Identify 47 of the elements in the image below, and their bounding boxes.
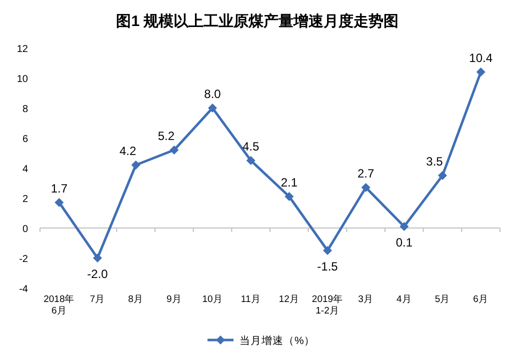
point xyxy=(438,171,447,180)
x-tick-label: 9月 xyxy=(166,294,182,305)
point xyxy=(323,246,332,255)
point xyxy=(361,183,370,192)
x-tick-label: 5月 xyxy=(434,294,450,305)
y-tick-label: -4 xyxy=(19,284,28,295)
data-label: 0.1 xyxy=(396,236,413,250)
data-label: 8.0 xyxy=(204,87,222,101)
point xyxy=(170,146,179,154)
point xyxy=(284,192,294,201)
x-tick-label: 2018年 6月 xyxy=(44,293,75,316)
data-label: 10.4 xyxy=(469,51,493,65)
x-tick-label: 11月 xyxy=(240,294,261,305)
data-label: 3.5 xyxy=(426,154,444,168)
x-tick-label: 10月 xyxy=(202,294,223,305)
y-tick-label: 12 xyxy=(16,44,28,55)
data-label: 4.2 xyxy=(119,144,136,158)
point xyxy=(208,104,217,112)
chart-title: 图1 规模以上工业原煤产量增速月度走势图 xyxy=(116,12,399,30)
x-tick-label: 7月 xyxy=(90,294,106,305)
x-tick-label: 12月 xyxy=(278,294,300,305)
x-tick-label: 2019年 1-2月 xyxy=(312,293,344,316)
x-tick-label: 8月 xyxy=(128,294,144,305)
point xyxy=(93,254,102,262)
data-label: 1.7 xyxy=(50,182,68,196)
point xyxy=(246,156,256,165)
legend-label: 当月增速（%） xyxy=(240,334,315,347)
data-label: 5.2 xyxy=(158,129,175,143)
data-label: 4.5 xyxy=(242,140,260,154)
data-label: -1.5 xyxy=(317,260,338,274)
point xyxy=(476,68,486,76)
y-tick-label: 0 xyxy=(22,224,28,235)
data-label: 2.1 xyxy=(280,176,298,190)
point xyxy=(54,198,64,207)
data-label: 2.7 xyxy=(357,166,374,180)
y-tick-label: 2 xyxy=(22,194,28,205)
y-tick-label: 6 xyxy=(22,134,28,145)
point xyxy=(400,222,409,231)
x-tick-label: 6月 xyxy=(473,294,488,305)
x-tick-label: 3月 xyxy=(358,294,374,305)
point xyxy=(131,160,140,170)
y-tick-label: 8 xyxy=(22,104,28,115)
x-tick-label: 4月 xyxy=(396,294,412,305)
y-tick-label: 10 xyxy=(16,74,28,85)
y-tick-label: -2 xyxy=(19,254,28,265)
y-tick-label: 4 xyxy=(22,164,28,175)
data-label: -2.0 xyxy=(87,267,108,281)
